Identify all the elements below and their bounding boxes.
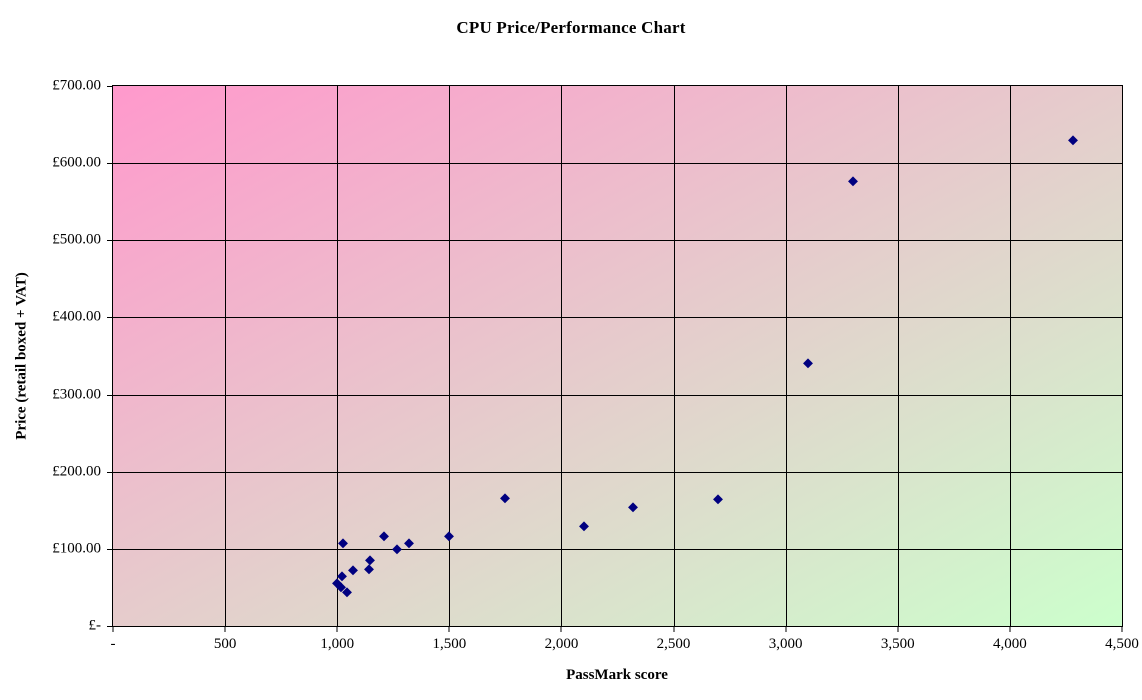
x-tick-label: 500 xyxy=(213,636,237,652)
horizontal-gridline xyxy=(113,163,1122,165)
x-axis-tick-mark xyxy=(1121,626,1123,632)
data-point xyxy=(848,176,858,186)
data-point xyxy=(1068,135,1078,145)
y-axis-tick-mark xyxy=(107,240,113,242)
x-tick-label: 1,000 xyxy=(320,636,355,652)
data-point xyxy=(803,358,813,368)
y-tick-label: £400.00 xyxy=(52,308,101,325)
y-tick-label: £200.00 xyxy=(52,463,101,480)
vertical-gridline xyxy=(785,86,787,626)
data-point xyxy=(404,538,414,548)
y-tick-label: £500.00 xyxy=(52,231,101,248)
horizontal-gridline xyxy=(113,548,1122,550)
y-axis-tick-mark xyxy=(107,548,113,550)
x-tick-label: 3,000 xyxy=(768,636,803,652)
data-point xyxy=(392,544,402,554)
x-tick-label: 4,500 xyxy=(1105,636,1139,652)
y-axis-tick-mark xyxy=(107,317,113,319)
plot-area: - 500 1,000 1,500 2,000 2,500 3,000 3,500 4,000 4… xyxy=(52,78,1139,653)
x-tick-label: 2,500 xyxy=(656,636,691,652)
x-axis-tick-mark xyxy=(785,626,787,632)
vertical-gridline xyxy=(1009,86,1011,626)
horizontal-gridline xyxy=(113,471,1122,473)
y-tick-label: £600.00 xyxy=(52,154,101,171)
x-tick-label: 1,500 xyxy=(432,636,467,652)
x-axis-tick-mark xyxy=(448,626,450,632)
data-point xyxy=(500,493,510,503)
x-tick-label: 2,000 xyxy=(544,636,579,652)
x-axis-tick-mark xyxy=(112,626,114,632)
data-point xyxy=(444,531,454,541)
vertical-gridline xyxy=(561,86,563,626)
y-tick-label: £300.00 xyxy=(52,386,101,403)
x-axis-tick-mark xyxy=(336,626,338,632)
x-tick-label: - xyxy=(110,636,116,652)
x-axis-title: PassMark score xyxy=(566,667,668,683)
data-point xyxy=(365,555,375,565)
x-axis-tick-mark xyxy=(560,626,562,632)
y-axis-tick-mark xyxy=(107,163,113,165)
x-axis-tick-mark xyxy=(673,626,675,632)
data-point xyxy=(338,538,348,548)
horizontal-gridline xyxy=(113,394,1122,396)
data-point xyxy=(348,565,358,575)
x-axis-tick-mark xyxy=(897,626,899,632)
chart-title: CPU Price/Performance Chart xyxy=(456,18,686,37)
data-point xyxy=(342,587,352,597)
data-point xyxy=(364,564,374,574)
data-point xyxy=(379,531,389,541)
horizontal-gridline xyxy=(113,317,1122,319)
vertical-gridline xyxy=(337,86,339,626)
vertical-gridline xyxy=(225,86,227,626)
data-point xyxy=(628,502,638,512)
y-axis-title: Price (retail boxed + VAT) xyxy=(13,272,30,440)
y-axis-tick-mark xyxy=(107,471,113,473)
vertical-gridline xyxy=(897,86,899,626)
x-axis-tick-mark xyxy=(224,626,226,632)
x-tick-label: 4,000 xyxy=(993,636,1027,652)
x-axis-tick-mark xyxy=(1009,626,1011,632)
y-tick-label: £- xyxy=(88,617,102,634)
x-tick-label: 3,500 xyxy=(880,636,915,652)
y-axis-tick-mark xyxy=(107,394,113,396)
data-point xyxy=(713,494,723,504)
vertical-gridline xyxy=(673,86,675,626)
horizontal-gridline xyxy=(113,240,1122,242)
vertical-gridline xyxy=(449,86,451,626)
y-tick-label: £100.00 xyxy=(52,540,101,557)
y-axis-tick-mark xyxy=(107,626,113,627)
data-point xyxy=(579,521,589,531)
y-axis-tick-mark xyxy=(107,86,113,87)
y-tick-label: £700.00 xyxy=(52,77,101,94)
